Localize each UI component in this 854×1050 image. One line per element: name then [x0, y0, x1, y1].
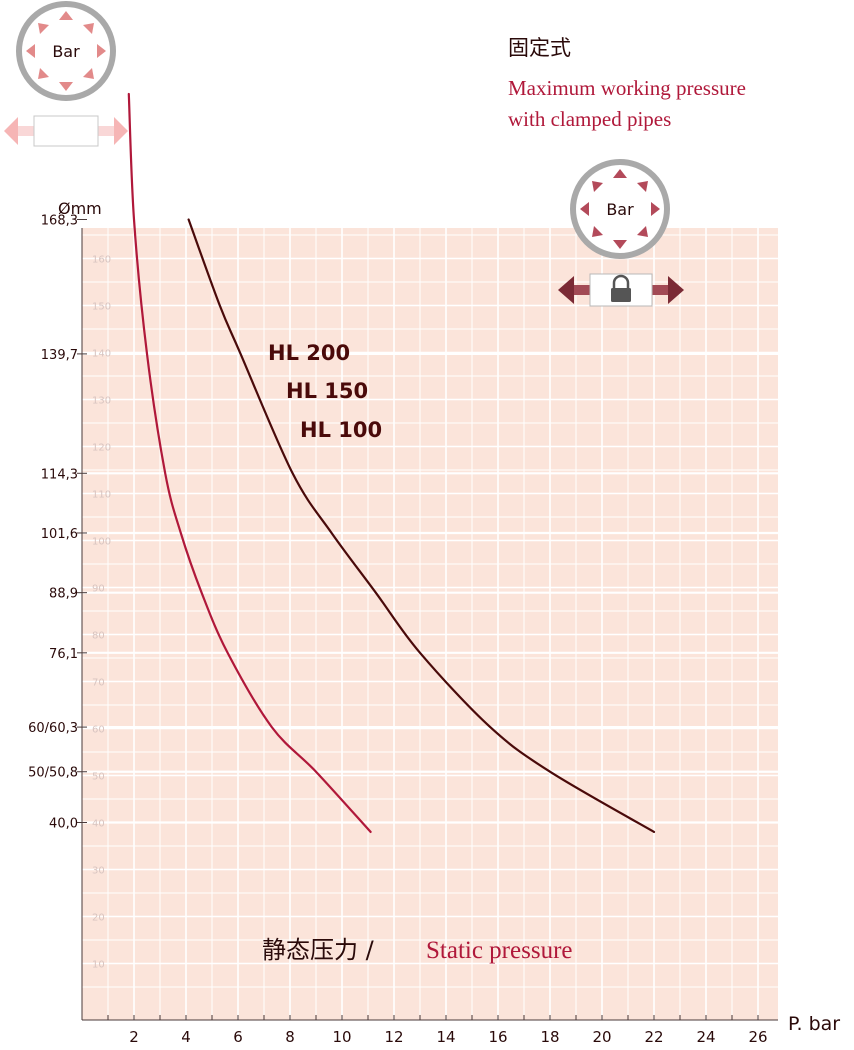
- y-axis-label: Ømm: [58, 199, 102, 218]
- faint-y-tick-label: 50: [92, 772, 105, 783]
- faint-y-tick-label: 70: [92, 678, 105, 689]
- x-tick-label: 8: [285, 1028, 295, 1046]
- pressure-bar-icon: Bar: [16, 1, 116, 101]
- faint-y-tick-label: 90: [92, 584, 105, 595]
- y-tick-label: 168,3: [41, 213, 78, 228]
- y-tick-label: 139,7: [41, 348, 78, 363]
- faint-y-labels: 10 20 30 40 50 60 70 80 90 100 110 120 130 140 150 160: [92, 255, 111, 971]
- lock-icon: [611, 274, 631, 302]
- faint-y-tick-label: 160: [92, 255, 111, 266]
- series-label-hl200: HL 200: [268, 341, 350, 365]
- x-tick-label: 20: [592, 1028, 611, 1046]
- static-pressure-en: Static pressure: [426, 937, 572, 964]
- series-curve-1: [127, 92, 372, 833]
- static-pressure-cn: 静态压力 /: [262, 936, 375, 964]
- x-tick-label: 18: [540, 1028, 559, 1046]
- faint-y-tick-label: 120: [92, 443, 111, 454]
- faint-y-tick-label: 110: [92, 490, 111, 501]
- y-tick-label: 76,1: [49, 647, 78, 662]
- plot-background: [82, 228, 778, 1020]
- curves: [127, 92, 656, 833]
- y-tick-label: 50/50,8: [28, 766, 78, 781]
- pipe-icon: [4, 115, 128, 147]
- subtitle-line-2: with clamped pipes: [508, 107, 671, 131]
- series-label-hl150: HL 150: [286, 379, 368, 403]
- x-tick-label: 4: [181, 1028, 191, 1046]
- faint-y-tick-label: 30: [92, 866, 105, 877]
- y-tick-label: 40,0: [49, 817, 78, 832]
- faint-y-tick-label: 40: [92, 819, 105, 830]
- series-curve-2: [187, 218, 656, 833]
- faint-y-tick-label: 140: [92, 349, 111, 360]
- grid: [82, 218, 778, 1020]
- x-tick-label: 14: [436, 1028, 455, 1046]
- x-tick-label: 26: [748, 1028, 767, 1046]
- series-label-hl100: HL 100: [300, 418, 382, 442]
- faint-y-tick-label: 100: [92, 537, 111, 548]
- badge-label-2: Bar: [606, 200, 634, 219]
- y-tick-label: 114,3: [41, 467, 78, 482]
- faint-y-tick-label: 130: [92, 396, 111, 407]
- y-tick-label: 88,9: [49, 587, 78, 602]
- axes: [81, 228, 778, 1021]
- x-tick-label: 10: [332, 1028, 351, 1046]
- clamped-pipe-icon: [558, 273, 684, 307]
- faint-y-tick-label: 150: [92, 302, 111, 313]
- x-tick-label: 12: [384, 1028, 403, 1046]
- x-tick-label: 24: [696, 1028, 715, 1046]
- x-tick-label: 22: [644, 1028, 663, 1046]
- faint-y-tick-label: 80: [92, 631, 105, 642]
- faint-y-tick-label: 60: [92, 725, 105, 736]
- y-ticks: 168,3 139,7 114,3 101,6 88,9 76,1 60/60,3 50/50…: [28, 213, 87, 832]
- x-tick-label: 2: [129, 1028, 139, 1046]
- subtitle-line-1: Maximum working pressure: [508, 76, 746, 100]
- faint-y-tick-label: 10: [92, 960, 105, 971]
- y-tick-label: 101,6: [41, 527, 78, 542]
- x-axis-label: P. bar: [788, 1013, 840, 1035]
- x-tick-label: 6: [233, 1028, 243, 1046]
- title-cn: 固定式: [508, 36, 571, 60]
- faint-y-tick-label: 20: [92, 913, 105, 924]
- x-tick-label: 16: [488, 1028, 507, 1046]
- x-ticks: 2 4 6 8 10 12 14 16 18 20 22 24 26: [107, 1015, 768, 1046]
- pressure-bar-icon-2: Bar: [570, 159, 670, 259]
- y-tick-label: 60/60,3: [28, 721, 78, 736]
- badge-label-1: Bar: [52, 42, 80, 61]
